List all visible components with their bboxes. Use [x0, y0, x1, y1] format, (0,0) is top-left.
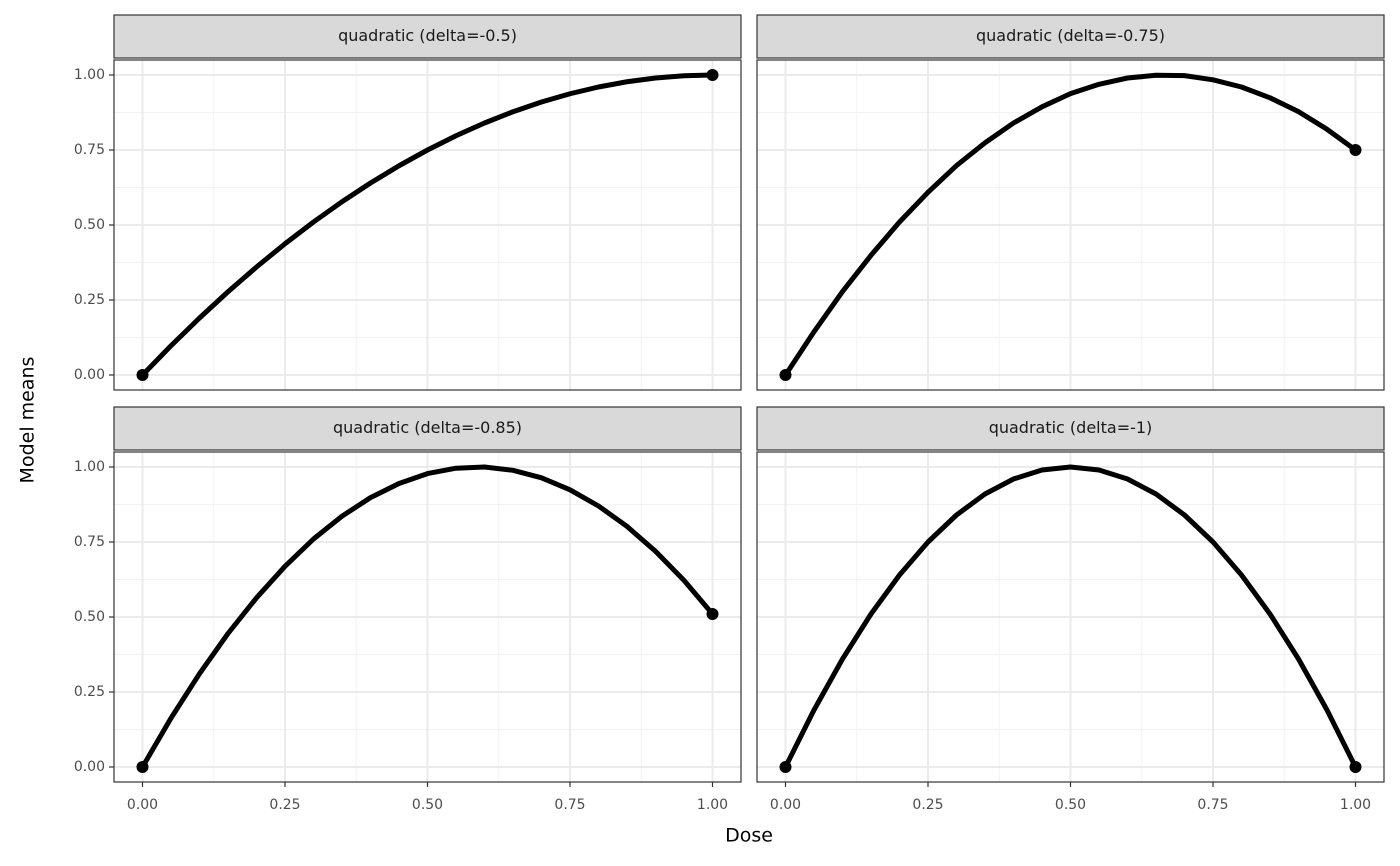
line [783, 72, 1357, 377]
line [783, 464, 1358, 769]
y-axis-title: Model means [17, 357, 39, 484]
point [136, 761, 149, 773]
x-tick-label: 0.50 [1055, 797, 1086, 813]
x-tick-label: 0.00 [770, 797, 801, 813]
panel-border [756, 59, 1385, 391]
point [779, 369, 792, 381]
x-tick-label: 0.25 [269, 797, 300, 813]
line [140, 464, 715, 769]
strip-label: quadratic (delta=-0.75) [976, 26, 1165, 45]
point [1349, 761, 1362, 773]
panel-border [113, 451, 742, 783]
y-tick-label: 0.50 [74, 609, 105, 625]
strip [113, 14, 742, 59]
strip-label: quadratic (delta=-1) [989, 418, 1153, 437]
x-tick-label: 0.75 [554, 797, 585, 813]
point [779, 761, 792, 773]
y-tick-label: 0.00 [74, 367, 105, 383]
point [706, 69, 719, 81]
line [140, 72, 713, 377]
y-tick-label: 0.50 [74, 217, 105, 233]
point [136, 369, 149, 381]
x-tick-label: 1.00 [1340, 797, 1371, 813]
y-tick-label: 0.25 [74, 684, 105, 700]
x-tick-label: 0.25 [912, 797, 943, 813]
y-tick-label: 1.00 [74, 459, 105, 475]
x-tick-label: 0.00 [127, 797, 158, 813]
x-tick-label: 0.75 [1197, 797, 1228, 813]
x-tick-label: 0.50 [412, 797, 443, 813]
strip [756, 406, 1385, 451]
point [706, 608, 719, 620]
y-tick-label: 0.25 [74, 292, 105, 308]
y-tick-label: 0.75 [74, 534, 105, 550]
strip [113, 406, 742, 451]
y-tick-label: 1.00 [74, 67, 105, 83]
strip-label: quadratic (delta=-0.5) [338, 26, 517, 45]
x-axis-title: Dose [725, 825, 773, 847]
strip-label: quadratic (delta=-0.85) [333, 418, 522, 437]
strip [756, 14, 1385, 59]
panel-border [756, 451, 1385, 783]
point [1349, 144, 1362, 156]
panel-border [113, 59, 742, 391]
y-tick-label: 0.00 [74, 759, 105, 775]
x-tick-label: 1.00 [697, 797, 728, 813]
y-tick-label: 0.75 [74, 142, 105, 158]
